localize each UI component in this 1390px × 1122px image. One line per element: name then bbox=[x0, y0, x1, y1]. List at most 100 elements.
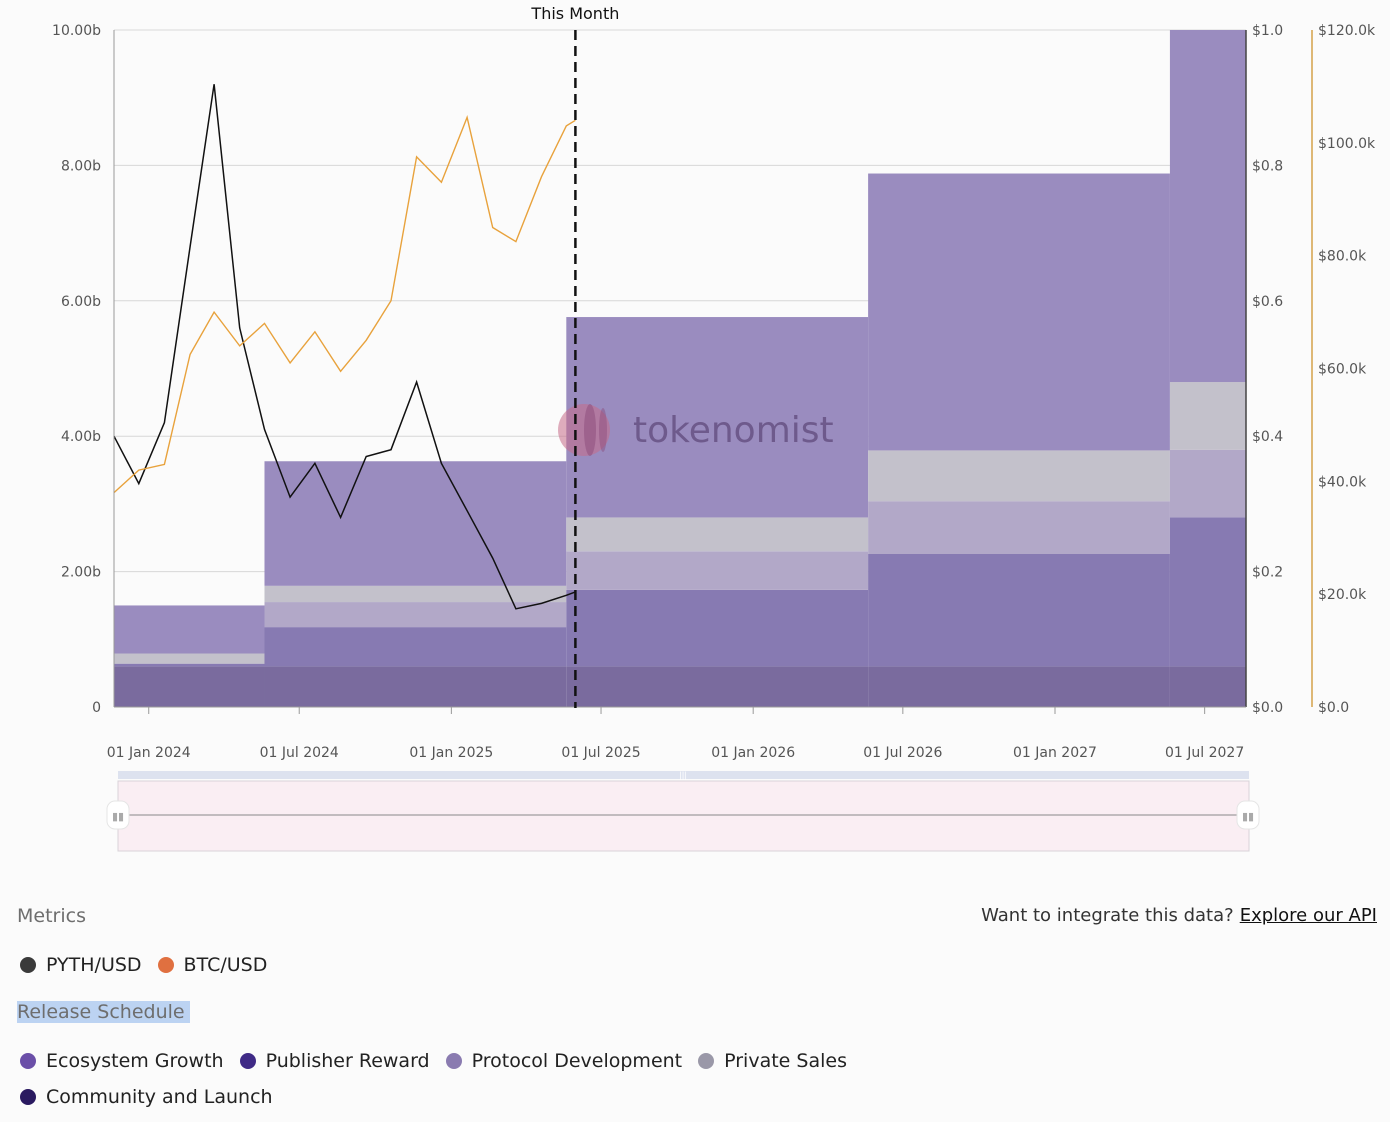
release-areas bbox=[114, 30, 1246, 707]
legend-community-and-launch[interactable]: Community and Launch bbox=[20, 1086, 273, 1108]
y-right2-tick-label: $60.0k bbox=[1318, 362, 1367, 378]
navigator-handle-left[interactable] bbox=[106, 800, 130, 830]
x-tick-label: 01 Jul 2026 bbox=[863, 745, 942, 761]
x-tick-label: 01 Jul 2025 bbox=[561, 745, 640, 761]
area-segment bbox=[1169, 382, 1246, 450]
y-right1-tick-label: $0.8 bbox=[1252, 158, 1283, 174]
area-segment bbox=[114, 666, 265, 707]
chart-canvas: tokenomist 0 2.00b 4.00b 6.00b 8.00b 10.00b $0… bbox=[52, 4, 1376, 852]
area-segment bbox=[868, 666, 1170, 707]
watermark-logo-stripe bbox=[584, 404, 596, 456]
area-segment bbox=[264, 585, 567, 603]
area-segment bbox=[114, 605, 265, 654]
area-segment bbox=[264, 627, 567, 667]
axes: 0 2.00b 4.00b 6.00b 8.00b 10.00b $0.0 $0.2 $0.4 $… bbox=[52, 23, 1376, 761]
legend-label: Ecosystem Growth bbox=[46, 1050, 224, 1072]
y-left-tick-label: 2.00b bbox=[61, 565, 101, 581]
area-segment bbox=[566, 317, 869, 518]
scrollbar-grip-icon[interactable]: ||| bbox=[679, 770, 686, 780]
y-right2-tick-label: $100.0k bbox=[1318, 136, 1376, 152]
area-segment bbox=[264, 666, 567, 707]
x-tick-label: 01 Jan 2027 bbox=[1013, 745, 1097, 761]
legend-label: BTC/USD bbox=[183, 954, 268, 976]
y-left-tick-label: 4.00b bbox=[61, 429, 101, 445]
this-month-marker: This Month bbox=[530, 4, 619, 708]
y-right1-tick-label: $0.0 bbox=[1252, 700, 1283, 716]
area-segment bbox=[566, 517, 869, 552]
legend-dot-icon bbox=[239, 1053, 256, 1069]
price-lines bbox=[113, 84, 576, 610]
y-right2-tick-label: $40.0k bbox=[1318, 474, 1367, 490]
area-segment bbox=[1169, 666, 1246, 707]
area-segment bbox=[264, 461, 567, 586]
area-segment bbox=[114, 653, 265, 664]
release-legend: Ecosystem Growth Publisher Reward Protoc… bbox=[20, 1050, 847, 1072]
area-segment bbox=[566, 551, 869, 590]
area-segment bbox=[566, 666, 869, 707]
handle-grip-icon: ▮▮ bbox=[1242, 811, 1254, 823]
area-segment bbox=[868, 501, 1170, 554]
area-segment bbox=[1169, 517, 1246, 667]
legend-label: Community and Launch bbox=[46, 1086, 273, 1108]
legend-dot-icon bbox=[20, 1089, 36, 1105]
legend-label: Publisher Reward bbox=[265, 1050, 430, 1072]
range-navigator[interactable]: ||| ▮▮ ▮▮ bbox=[106, 770, 1260, 852]
watermark-text: tokenomist bbox=[633, 410, 834, 451]
navigator-scrollbar[interactable] bbox=[118, 771, 1249, 779]
x-tick-label: 01 Jul 2024 bbox=[260, 745, 339, 761]
legend-dot-icon bbox=[20, 957, 36, 973]
legend-dot-icon bbox=[445, 1053, 462, 1069]
navigator-window[interactable] bbox=[117, 780, 1250, 852]
area-segment bbox=[868, 553, 1170, 667]
x-tick-label: 01 Jul 2027 bbox=[1165, 745, 1244, 761]
legend-pyth-usd[interactable]: PYTH/USD bbox=[20, 954, 142, 976]
legend-label: Protocol Development bbox=[471, 1050, 683, 1072]
legend-dot-icon bbox=[698, 1053, 715, 1069]
metrics-heading: Metrics bbox=[17, 905, 86, 927]
legend-ecosystem-growth[interactable]: Ecosystem Growth bbox=[20, 1050, 224, 1072]
x-tick-label: 01 Jan 2025 bbox=[409, 745, 493, 761]
area-segment bbox=[868, 173, 1170, 451]
y-right1-tick-label: $0.2 bbox=[1252, 565, 1283, 581]
y-right1-tick-label: $1.0 bbox=[1252, 23, 1283, 39]
legend-publisher-reward[interactable]: Publisher Reward bbox=[239, 1050, 430, 1072]
explore-api-link[interactable]: Explore our API bbox=[1239, 905, 1377, 926]
y-right1-tick-label: $0.6 bbox=[1252, 294, 1283, 310]
legend-dot-icon bbox=[20, 1053, 36, 1069]
area-segment bbox=[566, 589, 869, 667]
y-left-tick-label: 8.00b bbox=[61, 158, 101, 174]
pyth-usd-line bbox=[113, 84, 576, 610]
legend-label: Private Sales bbox=[724, 1050, 847, 1072]
area-segment bbox=[114, 663, 265, 667]
legend-label: PYTH/USD bbox=[46, 954, 142, 976]
y-right2-tick-label: $80.0k bbox=[1318, 249, 1367, 265]
y-right2-tick-label: $120.0k bbox=[1318, 23, 1376, 39]
y-right1-tick-label: $0.4 bbox=[1252, 429, 1283, 445]
y-left-tick-label: 10.00b bbox=[52, 23, 101, 39]
area-segment bbox=[868, 450, 1170, 502]
navigator-handle-right[interactable] bbox=[1236, 800, 1260, 830]
release-schedule-heading: Release Schedule bbox=[17, 1001, 190, 1023]
tokenomist-watermark: tokenomist bbox=[558, 404, 834, 456]
y-right2-tick-label: $20.0k bbox=[1318, 587, 1367, 603]
handle-grip-icon: ▮▮ bbox=[112, 811, 124, 823]
area-segment bbox=[1169, 449, 1246, 518]
legend-protocol-development[interactable]: Protocol Development bbox=[445, 1050, 683, 1072]
api-prompt: Want to integrate this data? Explore our … bbox=[981, 905, 1377, 926]
y-right2-tick-label: $0.0 bbox=[1318, 700, 1349, 716]
area-segment bbox=[1169, 30, 1246, 383]
legend-btc-usd[interactable]: BTC/USD bbox=[157, 954, 268, 976]
legend-private-sales[interactable]: Private Sales bbox=[698, 1050, 847, 1072]
api-prompt-text: Want to integrate this data? bbox=[981, 905, 1234, 926]
release-legend-row2: Community and Launch bbox=[20, 1086, 273, 1108]
x-tick-label: 01 Jan 2026 bbox=[711, 745, 795, 761]
metrics-legend: PYTH/USD BTC/USD bbox=[20, 954, 267, 976]
this-month-label: This Month bbox=[530, 4, 619, 23]
y-left-tick-label: 0 bbox=[92, 700, 101, 716]
x-tick-label: 01 Jan 2024 bbox=[107, 745, 191, 761]
legend-dot-icon bbox=[157, 957, 174, 973]
btc-usd-line bbox=[113, 115, 576, 494]
area-segment bbox=[264, 602, 567, 628]
y-left-tick-label: 6.00b bbox=[61, 294, 101, 310]
watermark-logo-stripe bbox=[599, 408, 607, 452]
